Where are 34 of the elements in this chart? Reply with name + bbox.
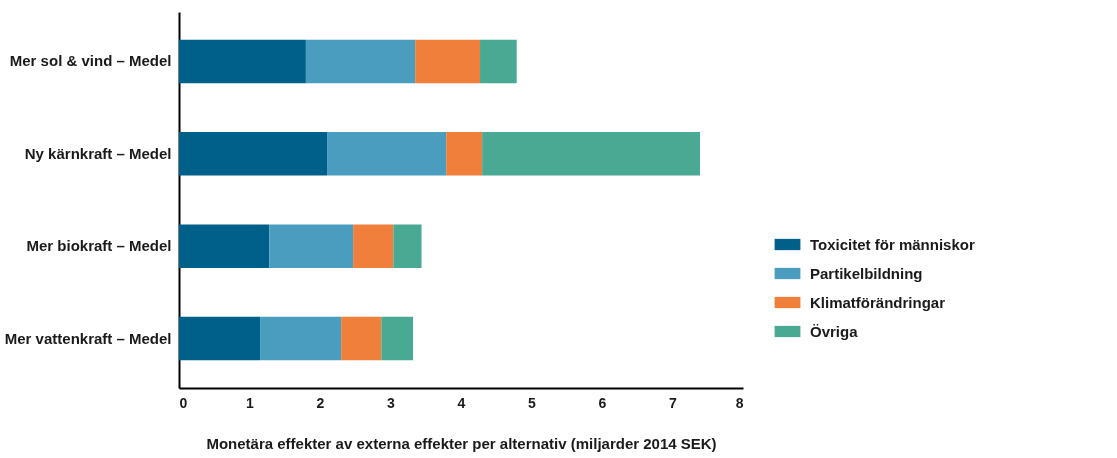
legend-label: Partikelbildning	[810, 264, 923, 282]
bar	[305, 39, 416, 84]
bar	[353, 224, 394, 268]
bar	[179, 132, 328, 176]
legend-label: Övriga	[810, 322, 859, 340]
y-tick-label: Ny kärnkraft – Medel	[24, 144, 172, 162]
x-tick-label: 1	[246, 394, 255, 411]
bar	[179, 39, 306, 84]
legend-label: Klimatförändringar	[810, 293, 946, 311]
bar	[179, 316, 261, 361]
bar	[269, 224, 354, 268]
bar	[179, 224, 270, 268]
bar	[393, 224, 422, 268]
bar	[415, 39, 481, 84]
bar	[446, 132, 483, 176]
x-tick-label: 0	[179, 394, 188, 411]
bar	[480, 39, 517, 84]
bar	[327, 132, 447, 176]
x-tick-label: 5	[528, 394, 537, 411]
x-tick-label: 4	[457, 394, 466, 411]
bar	[482, 132, 700, 176]
legend-label: Toxicitet för människor	[810, 235, 975, 253]
x-tick-label: 3	[387, 394, 396, 411]
x-tick-label: 2	[316, 394, 325, 411]
bar	[260, 316, 342, 361]
bar	[381, 316, 414, 361]
y-tick-label: Mer biokraft – Medel	[26, 237, 172, 255]
x-tick-label: 7	[669, 394, 678, 411]
x-tick-label: 8	[735, 394, 744, 411]
y-tick-label: Mer sol & vind – Medel	[9, 52, 172, 70]
y-tick-label: Mer vattenkraft – Medel	[4, 329, 172, 347]
bar	[341, 316, 382, 361]
x-axis-title: Monetära effekter av externa effekter per alternativ (miljarder 2014 SEK)	[206, 434, 717, 452]
x-tick-label: 6	[598, 394, 607, 411]
